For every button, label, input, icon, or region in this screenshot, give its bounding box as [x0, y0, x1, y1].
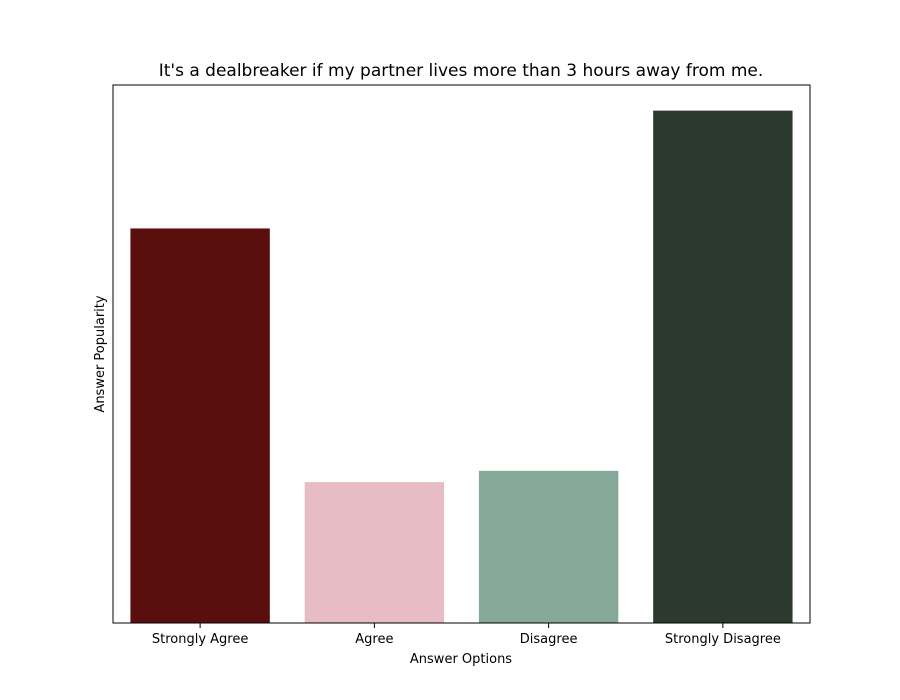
- chart-title: It's a dealbreaker if my partner lives m…: [159, 61, 764, 81]
- bar-strongly-disagree: [653, 110, 793, 624]
- y-axis-label: Answer Popularity: [93, 295, 108, 412]
- bars-group: [130, 110, 793, 624]
- x-tick-label-strongly-disagree: Strongly Disagree: [665, 632, 781, 647]
- bar-agree: [304, 482, 445, 623]
- x-tick-label-disagree: Disagree: [520, 632, 578, 647]
- plot-frame: [112, 84, 811, 624]
- x-ticks-group: Strongly Agree Agree Disagree Strongly Disa…: [152, 623, 781, 647]
- bar-strongly-agree: [130, 228, 270, 623]
- x-tick-label-strongly-agree: Strongly Agree: [152, 632, 249, 647]
- x-axis-label: Answer Options: [410, 652, 512, 667]
- bar-disagree: [478, 470, 619, 623]
- x-tick-label-agree: Agree: [355, 632, 393, 647]
